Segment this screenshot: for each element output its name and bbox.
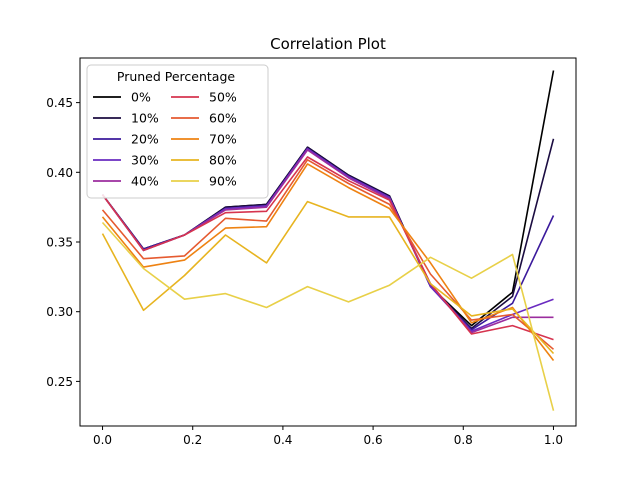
legend-label: 70%: [209, 132, 237, 147]
x-tick-label: 0.0: [93, 433, 112, 447]
series-line-70pct: [101, 163, 555, 361]
y-tick-label: 0.45: [46, 96, 73, 110]
x-tick-label: 0.6: [364, 433, 383, 447]
y-tick-label: 0.25: [46, 375, 73, 389]
legend: Pruned Percentage 0% 10% 20% 30% 40% 50% 60% 70…: [86, 64, 269, 199]
legend-label: 0%: [131, 90, 151, 105]
series-line-90pct: [101, 221, 555, 411]
x-tick-label: 0.2: [183, 433, 202, 447]
legend-title: Pruned Percentage: [117, 69, 236, 84]
legend-box: [86, 64, 269, 199]
series-layer: [101, 70, 555, 411]
x-tick-label: 1.0: [544, 433, 563, 447]
x-tick-label: 0.4: [273, 433, 292, 447]
series-line-80pct: [101, 200, 555, 355]
y-tick-label: 0.35: [46, 236, 73, 250]
x-tick-label: 0.8: [454, 433, 473, 447]
legend-label: 10%: [131, 111, 159, 126]
y-tick-label: 0.30: [46, 305, 73, 319]
series-line-60pct: [101, 159, 555, 350]
chart-title: Correlation Plot: [270, 35, 386, 53]
legend-label: 30%: [131, 153, 159, 168]
x-axis: 0.0 0.2 0.4 0.6 0.8 1.0: [93, 426, 563, 447]
y-axis: 0.25 0.30 0.35 0.40 0.45: [46, 96, 80, 389]
legend-label: 50%: [209, 90, 237, 105]
y-tick-label: 0.40: [46, 166, 73, 180]
legend-label: 90%: [209, 174, 237, 189]
legend-label: 40%: [131, 174, 159, 189]
series-line-50pct: [101, 156, 554, 341]
legend-label: 80%: [209, 153, 237, 168]
legend-label: 60%: [209, 111, 237, 126]
legend-label: 20%: [131, 132, 159, 147]
